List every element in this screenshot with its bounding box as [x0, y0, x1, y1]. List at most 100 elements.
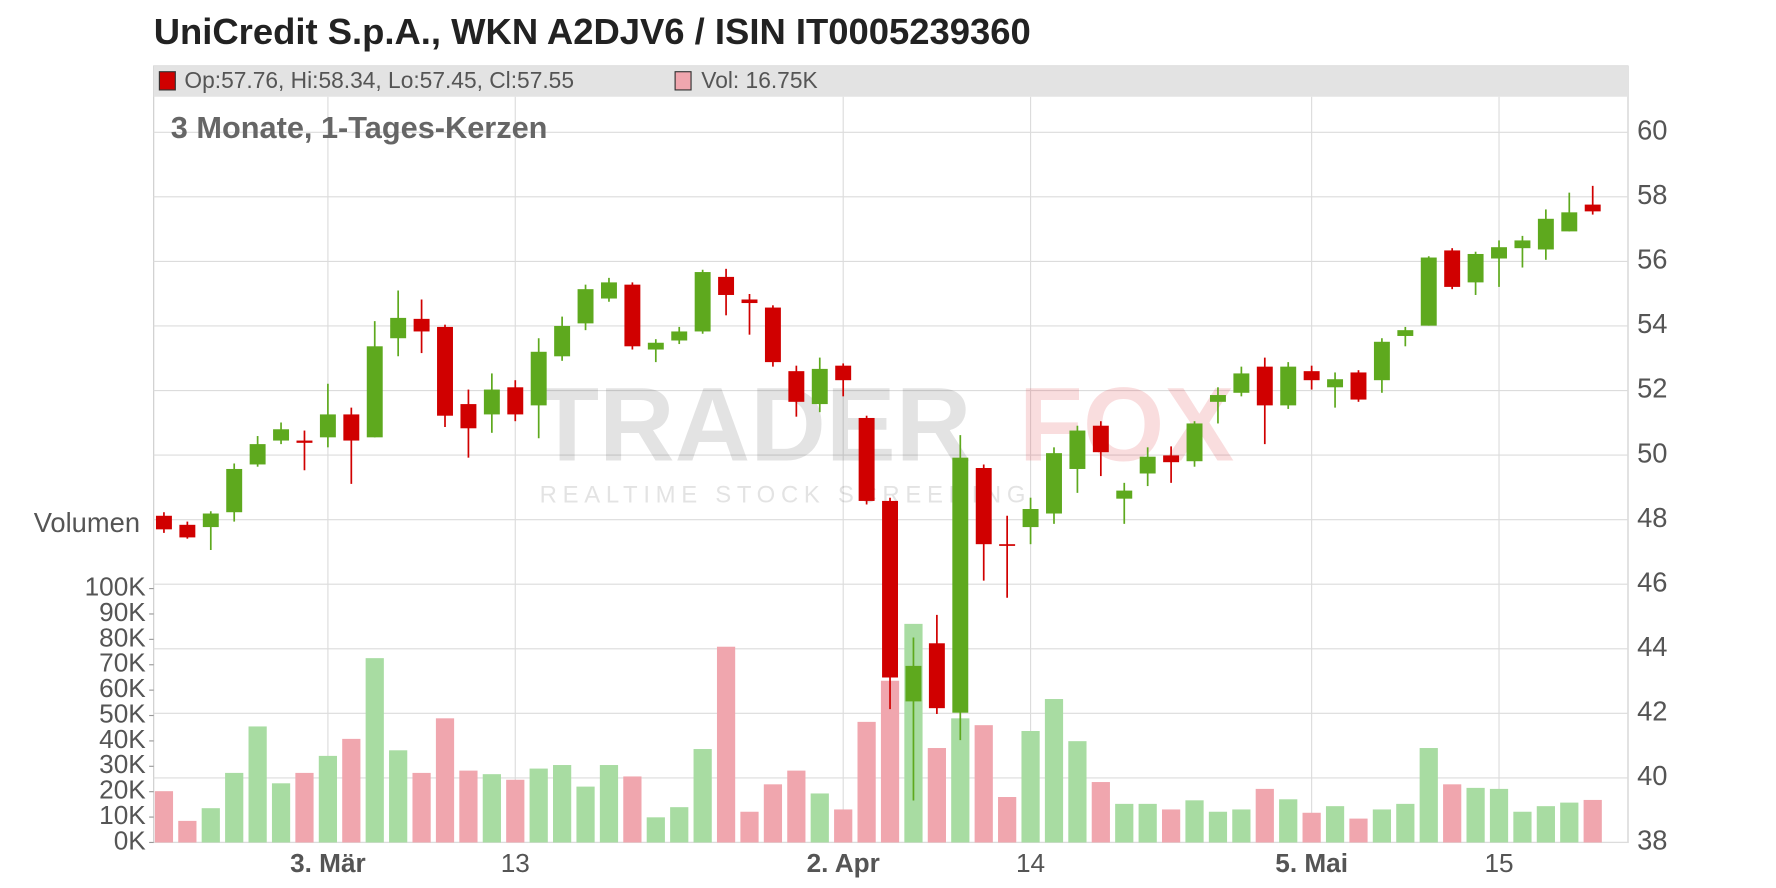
candle-body — [343, 414, 360, 441]
watermark-text: TRADER — [535, 366, 971, 483]
y2-tick-label: 90K — [99, 597, 146, 627]
volume-bar — [1302, 812, 1321, 843]
volume-bar — [1185, 800, 1204, 843]
y-tick-label: 56 — [1637, 244, 1667, 275]
volume-bar — [506, 779, 525, 843]
x-tick-label: 13 — [501, 848, 530, 878]
volume-bar — [154, 791, 174, 843]
volume-bar — [1279, 799, 1298, 843]
candle-body — [1537, 218, 1554, 250]
y2-tick-label: 60K — [99, 673, 146, 703]
candle-body — [1373, 341, 1390, 381]
candle-body — [1397, 330, 1414, 336]
candle-body — [202, 513, 219, 528]
volume-axis-label: Volumen — [34, 507, 140, 538]
candle-body — [413, 318, 430, 332]
candle-body — [390, 317, 407, 339]
candle-body — [1163, 455, 1180, 463]
volume-bar — [927, 748, 946, 843]
candle-body — [600, 282, 617, 299]
volume-bar — [248, 726, 267, 843]
volume-bar — [412, 772, 431, 843]
candle-body — [811, 368, 828, 405]
candle-body — [1116, 490, 1133, 499]
candle-body — [718, 276, 735, 295]
candle-body — [835, 365, 852, 381]
volume-bar — [271, 783, 291, 843]
y2-tick-label: 30K — [99, 749, 146, 779]
volume-bar — [365, 658, 384, 843]
candle-body — [1092, 425, 1109, 453]
volume-bar — [1138, 803, 1157, 843]
candle-body — [366, 346, 383, 438]
y2-tick-label: 80K — [99, 622, 146, 652]
volume-bar — [974, 725, 993, 843]
volume-bar — [1208, 811, 1228, 843]
volume-bar — [810, 793, 829, 843]
volume-bar — [482, 774, 501, 843]
candle-body — [296, 440, 313, 443]
candle-body — [179, 524, 196, 538]
x-tick-label: 14 — [1016, 848, 1045, 878]
watermark: TRADER FOX REALTIME STOCK SCREENING — [535, 366, 1234, 508]
legend-swatch — [158, 71, 176, 91]
volume-bar — [576, 786, 595, 843]
candle-body — [1327, 379, 1344, 388]
legend-swatch — [674, 71, 692, 91]
candle-body — [1046, 453, 1062, 514]
volume-bar — [295, 772, 314, 843]
volume-bar — [646, 817, 665, 843]
volume-bar — [553, 765, 572, 843]
candle-body — [530, 351, 547, 406]
candle-body — [155, 515, 172, 530]
candle-body — [507, 387, 524, 415]
volume-bar — [1536, 806, 1555, 843]
volume-bar — [880, 680, 900, 843]
volume-bar — [1091, 782, 1110, 843]
candle-body — [1069, 430, 1086, 469]
volume-bar — [1068, 741, 1087, 843]
volume-bar — [623, 776, 642, 843]
candle-body — [554, 325, 571, 357]
candle-body — [882, 500, 899, 678]
candle-body — [624, 284, 641, 347]
volume-bar — [693, 749, 712, 843]
candle-body — [1139, 456, 1156, 474]
y-tick-label: 54 — [1637, 308, 1667, 339]
y-tick-label: 42 — [1637, 696, 1667, 727]
y-tick-label: 46 — [1637, 566, 1667, 597]
y-tick-label: 52 — [1637, 373, 1667, 404]
volume-bar — [1325, 806, 1345, 843]
candle-body — [1209, 395, 1226, 402]
volume-bar — [529, 768, 548, 843]
y-tick-label: 48 — [1637, 502, 1667, 533]
candle-body — [952, 457, 969, 713]
y2-tick-label: 50K — [99, 698, 146, 728]
chart-title: UniCredit S.p.A., WKN A2DJV6 / ISIN IT00… — [154, 11, 1031, 52]
candle-body — [273, 429, 290, 441]
candle-body — [647, 342, 664, 350]
volume-bar — [834, 809, 853, 843]
volume-bar — [1466, 787, 1485, 843]
volume-bar — [178, 820, 197, 843]
volume-bar — [857, 721, 876, 843]
volume-bar — [787, 770, 806, 843]
candle-body — [741, 299, 758, 304]
candle-body — [460, 404, 477, 429]
candle-body — [577, 289, 594, 324]
legend-text: Vol: 16.75K — [701, 67, 817, 93]
candle-body — [858, 417, 875, 501]
candle-body — [1514, 240, 1531, 249]
volume-bar — [1349, 818, 1368, 843]
volume-bar — [716, 646, 736, 843]
y-tick-label: 50 — [1637, 437, 1667, 468]
candle-body — [1444, 250, 1461, 287]
volume-bar — [1372, 809, 1392, 843]
candle-body — [437, 326, 453, 416]
x-tick-label: 3. Mär — [290, 848, 366, 878]
candle-body — [788, 371, 805, 402]
y2-tick-label: 70K — [99, 648, 146, 678]
